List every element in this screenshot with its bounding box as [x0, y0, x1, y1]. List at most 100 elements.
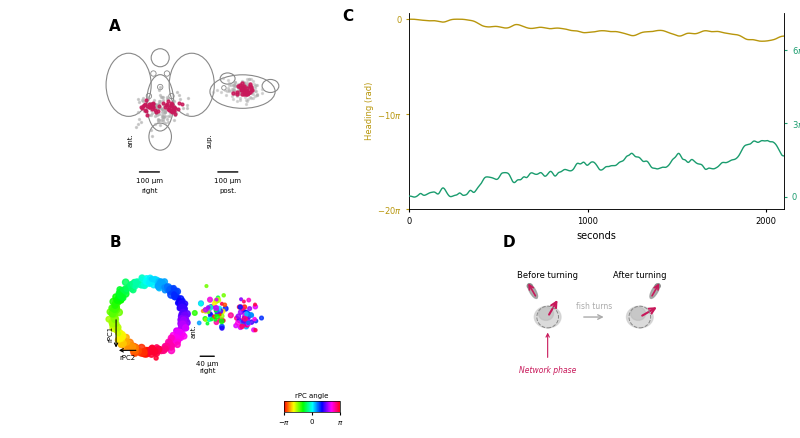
Point [134, 103, 147, 110]
Point [173, 305, 186, 312]
Point [128, 349, 141, 356]
Point [240, 91, 253, 98]
Point [108, 308, 121, 315]
Point [239, 314, 252, 321]
Text: post.: post. [219, 187, 237, 194]
Point [175, 315, 188, 322]
Point [143, 103, 156, 110]
Point [174, 304, 186, 311]
Point [242, 95, 254, 102]
Point [135, 283, 148, 290]
Point [132, 95, 145, 102]
Point [176, 105, 189, 112]
Point [215, 312, 228, 319]
Point [149, 109, 162, 116]
Point [158, 287, 171, 294]
Point [241, 88, 254, 95]
Point [138, 108, 150, 115]
Point [178, 312, 191, 319]
Point [158, 278, 171, 285]
Point [241, 97, 254, 104]
Point [175, 311, 188, 318]
Point [152, 346, 165, 353]
Point [232, 313, 245, 320]
Point [212, 297, 225, 304]
Point [174, 326, 186, 333]
Point [115, 334, 128, 341]
Point [149, 276, 162, 283]
Point [130, 343, 142, 350]
Point [250, 92, 263, 99]
Point [107, 320, 120, 327]
Point [150, 350, 163, 357]
Point [165, 107, 178, 114]
Point [239, 85, 252, 92]
Point [238, 298, 250, 305]
Point [165, 343, 178, 350]
Point [159, 343, 172, 350]
Point [226, 88, 239, 95]
Point [106, 318, 118, 325]
Point [167, 116, 180, 123]
Point [166, 332, 179, 339]
Point [138, 349, 150, 356]
Point [243, 81, 256, 88]
Point [176, 100, 189, 107]
Point [249, 301, 262, 308]
Point [148, 112, 161, 119]
Title: rPC angle: rPC angle [295, 393, 329, 399]
Point [164, 286, 177, 293]
Point [161, 100, 174, 107]
Point [228, 78, 241, 85]
Point [174, 320, 187, 327]
Point [146, 104, 158, 111]
Point [237, 308, 250, 315]
Point [175, 322, 188, 329]
Point [178, 300, 191, 307]
Point [238, 94, 251, 101]
Point [217, 75, 230, 82]
Point [151, 105, 164, 112]
Point [150, 108, 163, 115]
Text: After turning: After turning [613, 272, 666, 280]
Point [242, 91, 254, 98]
Point [245, 95, 258, 102]
Point [170, 288, 183, 295]
Point [165, 107, 178, 114]
Point [136, 350, 149, 357]
Point [228, 81, 241, 88]
Point [241, 83, 254, 90]
Point [244, 89, 257, 96]
Point [142, 100, 155, 107]
Point [163, 110, 176, 117]
Point [150, 110, 162, 117]
Point [115, 332, 128, 339]
Point [241, 321, 254, 328]
Point [175, 300, 188, 307]
Point [162, 101, 174, 108]
Point [138, 349, 150, 356]
Point [162, 285, 174, 292]
Point [248, 316, 261, 323]
Point [236, 79, 249, 86]
Point [146, 279, 159, 286]
Point [215, 325, 228, 332]
Point [244, 88, 257, 95]
Point [238, 311, 250, 318]
Point [178, 316, 191, 323]
Point [236, 305, 249, 312]
Point [238, 82, 250, 89]
Point [106, 311, 118, 318]
Point [110, 326, 122, 333]
Point [209, 316, 222, 323]
Point [214, 88, 227, 95]
Point [156, 117, 169, 124]
Point [243, 83, 256, 90]
Point [142, 346, 155, 353]
Point [181, 311, 194, 318]
Point [157, 94, 170, 101]
Point [126, 285, 138, 292]
Point [110, 300, 122, 307]
Point [156, 109, 169, 116]
Point [172, 294, 185, 301]
